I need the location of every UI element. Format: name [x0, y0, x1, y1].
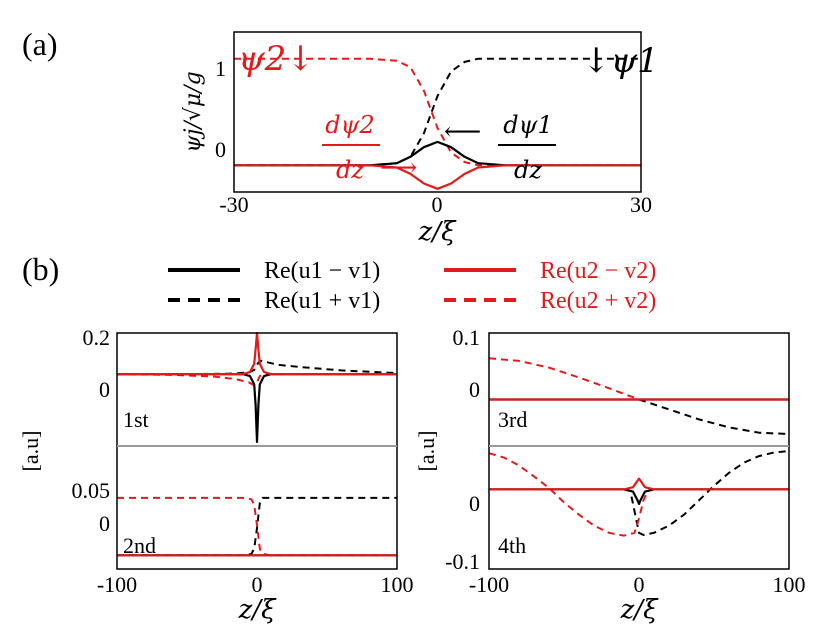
left-xlabel: z/ξ: [238, 595, 277, 625]
mode-3rd-series-1-dashed-black: [638, 398, 790, 435]
left-xtick-right: 100: [381, 572, 414, 597]
mode-2nd-ytick-top: 0.05: [72, 478, 111, 503]
panel-a-series-3-solid-black: [234, 140, 641, 167]
panel-a-series-1-dashed-black: [234, 57, 641, 167]
left-xtick-mid: 0: [252, 572, 263, 597]
mode-2nd-label: 2nd: [123, 533, 156, 558]
mode-3rd-label: 3rd: [498, 407, 527, 432]
mode-4th-ytick-bottom: -0.1: [445, 549, 480, 574]
mode-4th-series-3-solid-black: [489, 488, 789, 505]
mode-4th-label: 4th: [498, 533, 526, 558]
mode-3rd-ytick-zero: 0: [469, 377, 480, 402]
panel-b-label: (b): [22, 251, 59, 287]
mode-2nd-series-2-dashed-red: [117, 496, 397, 557]
mode-1st-ytick-zero: 0: [99, 377, 110, 402]
panel-a-plot: [234, 57, 641, 190]
dpsi1-denominator: dz: [514, 156, 542, 184]
mode-1st-series-2-dashed-red: [116, 373, 397, 387]
right-xtick-right: 100: [773, 572, 806, 597]
psi1-annotation: ↓ψ1: [582, 41, 659, 81]
mode-3rd-series-2-dashed-red: [488, 357, 640, 401]
left-column-frame: [116, 332, 398, 570]
right-column-frame: [488, 332, 790, 570]
legend-label-re-u1-minus-v1: Re(u1 − v1): [264, 258, 380, 284]
panel-a-xtick-left: -30: [219, 192, 248, 217]
mode-1st-ytick-top: 0.2: [83, 325, 111, 350]
right-xlabel: z/ξ: [620, 595, 659, 625]
panel-a-xtick-right: 30: [630, 192, 652, 217]
legend-label-re-u2-plus-v2: Re(u2 + v2): [540, 288, 656, 314]
panel-a-series-4-solid-red: [234, 164, 641, 190]
panel-a-xlabel: z/ξ: [418, 217, 457, 247]
mode-2nd-series-1-dashed-black: [117, 496, 397, 557]
mode-4th-series-2-dashed-red: [488, 452, 649, 537]
mode-3rd-ytick-top: 0.1: [453, 325, 481, 350]
mode-4th-plot: [488, 450, 790, 537]
legend: Re(u1 − v1) Re(u2 − v2) Re(u1 + v1) Re(u…: [168, 258, 656, 314]
right-xtick-mid: 0: [634, 572, 645, 597]
mode-4th-ytick-zero: 0: [469, 491, 480, 516]
dpsi1-arrow: ⟵: [444, 117, 481, 146]
mode-2nd-ytick-zero: 0: [99, 511, 110, 536]
dpsi1-numerator: dψ1: [503, 111, 552, 139]
legend-label-re-u2-minus-v2: Re(u2 − v2): [540, 258, 656, 284]
dpsi2-numerator: dψ2: [325, 111, 374, 139]
mode-3rd-plot: [488, 357, 790, 435]
dpsi2-denominator: dz: [336, 156, 364, 184]
mode-4th-series-4-solid-red: [489, 477, 789, 491]
mode-1st-label: 1st: [123, 407, 149, 432]
left-xtick-left: -100: [97, 572, 137, 597]
panel-a-ytick-0: 0: [215, 137, 226, 162]
right-ylabel: [a.u]: [414, 431, 439, 472]
panel-a-ytick-1: 1: [215, 56, 226, 81]
panel-a-ylabel: ψj/√μ/g: [181, 71, 206, 152]
panel-a-series-2-dashed-red: [234, 57, 641, 167]
dpsi2-arrow: ⟶: [380, 153, 417, 182]
mode-1st-plot: [116, 331, 398, 443]
psi2-annotation: ψ2↓: [238, 39, 315, 79]
panel-a-label: (a): [22, 26, 58, 62]
mode-4th-series-1-dashed-black: [630, 450, 790, 536]
left-ylabel: [a.u]: [18, 431, 43, 472]
mode-1st-series-4-solid-red: [117, 331, 397, 376]
panel-a-frame: [233, 31, 642, 193]
mode-1st-series-3-solid-black: [117, 373, 397, 443]
legend-label-re-u1-plus-v1: Re(u1 + v1): [264, 288, 380, 314]
mode-2nd-plot: [117, 496, 397, 557]
panel-a-xtick-mid: 0: [432, 192, 443, 217]
right-xtick-left: -100: [469, 572, 509, 597]
mode-1st-series-1-dashed-black: [117, 359, 398, 376]
